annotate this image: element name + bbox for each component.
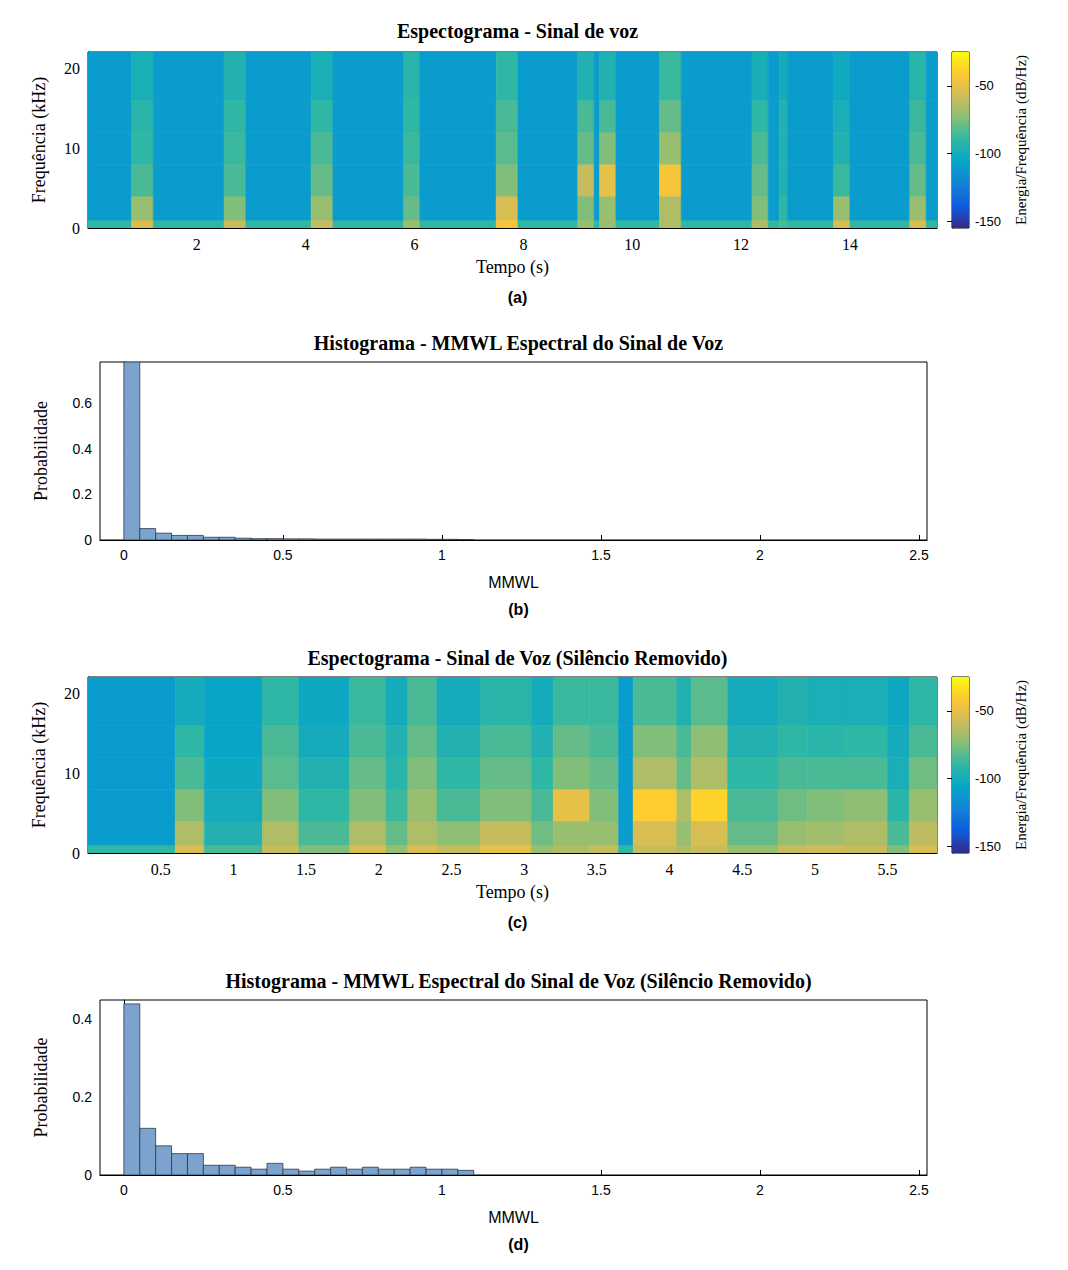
svg-text:2: 2 — [193, 236, 201, 253]
svg-text:6: 6 — [411, 236, 419, 253]
svg-text:2: 2 — [756, 1182, 764, 1198]
svg-text:-50: -50 — [975, 78, 994, 93]
svg-text:Frequência (kHz): Frequência (kHz) — [29, 702, 50, 828]
svg-text:Histograma - MMWL Espectral do: Histograma - MMWL Espectral do Sinal de … — [314, 332, 724, 355]
svg-text:Tempo (s): Tempo (s) — [476, 257, 549, 278]
svg-text:0.6: 0.6 — [73, 395, 93, 411]
svg-text:1: 1 — [229, 861, 237, 878]
svg-text:Probabilidade: Probabilidade — [31, 1038, 51, 1138]
svg-text:0.5: 0.5 — [273, 1182, 293, 1198]
svg-text:0: 0 — [120, 1182, 128, 1198]
svg-text:0.2: 0.2 — [73, 486, 93, 502]
svg-text:14: 14 — [842, 236, 858, 253]
svg-text:10: 10 — [64, 140, 80, 157]
svg-text:12: 12 — [733, 236, 749, 253]
svg-text:0.2: 0.2 — [73, 1089, 93, 1105]
svg-text:8: 8 — [519, 236, 527, 253]
svg-text:-150: -150 — [975, 839, 1001, 854]
svg-text:MMWL: MMWL — [488, 1209, 539, 1226]
svg-text:(b): (b) — [508, 601, 528, 618]
svg-text:Espectograma - Sinal de Voz (S: Espectograma - Sinal de Voz (Silêncio Re… — [308, 647, 728, 670]
svg-text:10: 10 — [64, 765, 80, 782]
svg-text:-150: -150 — [975, 214, 1001, 229]
svg-text:20: 20 — [64, 685, 80, 702]
svg-text:1: 1 — [438, 547, 446, 563]
svg-text:0: 0 — [120, 547, 128, 563]
svg-text:4: 4 — [302, 236, 310, 253]
svg-text:0: 0 — [84, 532, 92, 548]
svg-text:1: 1 — [438, 1182, 446, 1198]
svg-text:4: 4 — [666, 861, 674, 878]
svg-text:0: 0 — [84, 1167, 92, 1183]
svg-text:0.5: 0.5 — [151, 861, 171, 878]
svg-text:-50: -50 — [975, 703, 994, 718]
svg-text:2.5: 2.5 — [909, 547, 929, 563]
svg-text:0.4: 0.4 — [73, 1011, 93, 1027]
svg-text:Tempo (s): Tempo (s) — [476, 882, 549, 903]
svg-text:2: 2 — [756, 547, 764, 563]
svg-text:Frequência (kHz): Frequência (kHz) — [29, 77, 50, 203]
svg-text:0.4: 0.4 — [73, 441, 93, 457]
svg-text:1.5: 1.5 — [591, 547, 611, 563]
svg-text:2.5: 2.5 — [441, 861, 461, 878]
svg-text:5: 5 — [811, 861, 819, 878]
svg-text:-100: -100 — [975, 771, 1001, 786]
svg-text:4.5: 4.5 — [732, 861, 752, 878]
svg-text:5.5: 5.5 — [878, 861, 898, 878]
svg-text:-100: -100 — [975, 146, 1001, 161]
svg-text:(c): (c) — [508, 914, 528, 931]
svg-text:MMWL: MMWL — [488, 574, 539, 591]
svg-text:Energia/Frequência (dB/Hz): Energia/Frequência (dB/Hz) — [1013, 680, 1030, 850]
svg-text:0: 0 — [72, 845, 80, 862]
svg-text:Espectograma - Sinal de voz: Espectograma - Sinal de voz — [397, 20, 638, 43]
svg-text:Probabilidade: Probabilidade — [31, 401, 51, 501]
svg-text:10: 10 — [624, 236, 640, 253]
svg-text:(a): (a) — [508, 289, 528, 306]
svg-text:0: 0 — [72, 220, 80, 237]
svg-text:3.5: 3.5 — [587, 861, 607, 878]
svg-text:1.5: 1.5 — [296, 861, 316, 878]
svg-text:2: 2 — [375, 861, 383, 878]
svg-text:Histograma - MMWL Espectral do: Histograma - MMWL Espectral do Sinal de … — [225, 970, 811, 993]
svg-text:1.5: 1.5 — [591, 1182, 611, 1198]
svg-text:20: 20 — [64, 60, 80, 77]
svg-text:2.5: 2.5 — [909, 1182, 929, 1198]
svg-text:(d): (d) — [508, 1236, 528, 1253]
svg-text:0.5: 0.5 — [273, 547, 293, 563]
svg-text:Energia/Frequência (dB/Hz): Energia/Frequência (dB/Hz) — [1013, 55, 1030, 225]
svg-text:3: 3 — [520, 861, 528, 878]
